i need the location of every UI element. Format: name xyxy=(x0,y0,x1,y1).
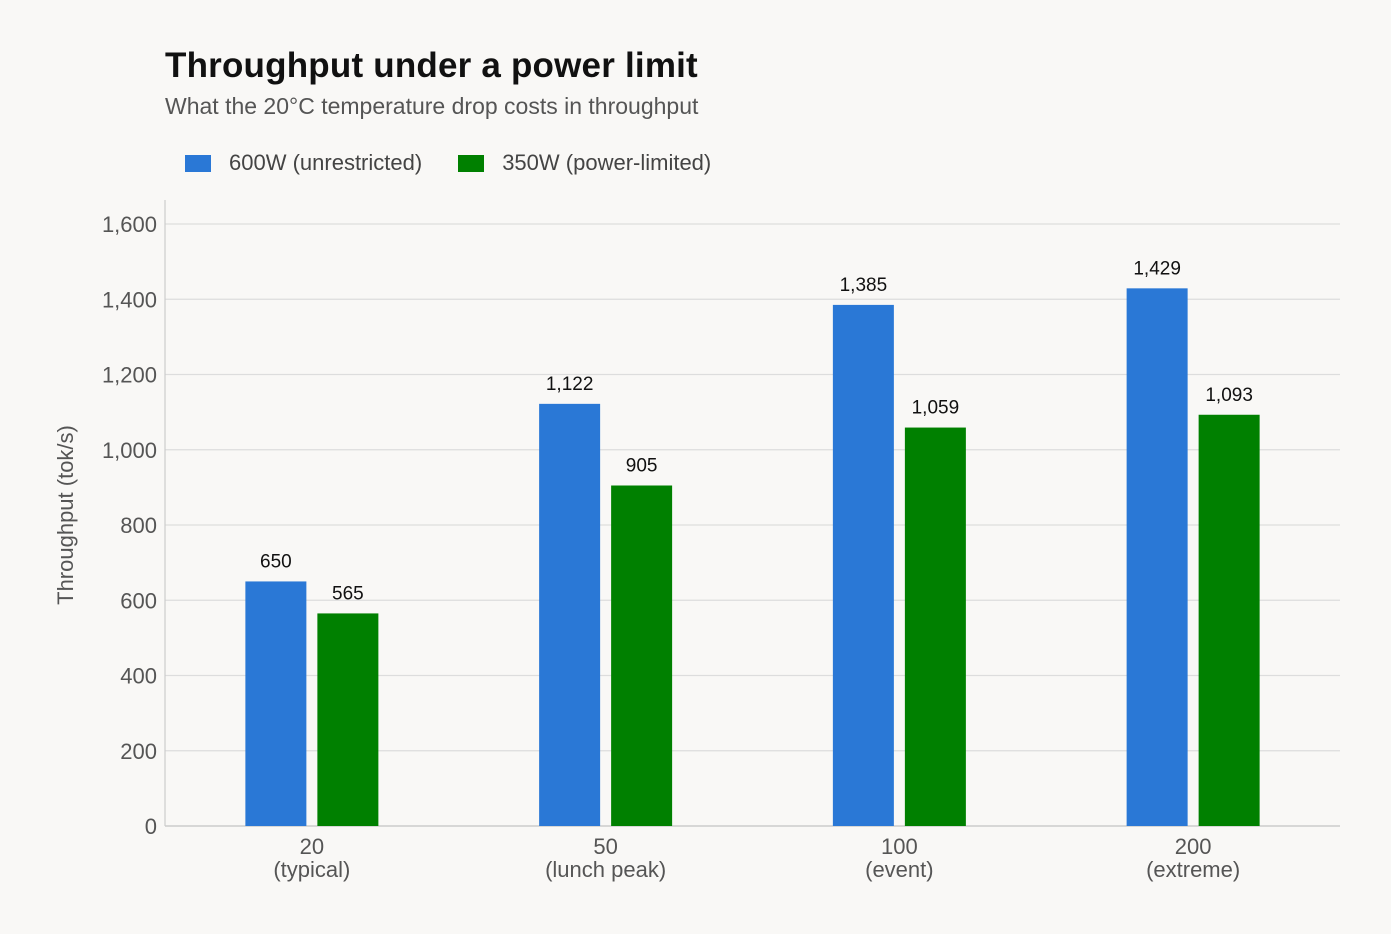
chart-legend: 600W (unrestricted) 350W (power-limited) xyxy=(185,150,711,176)
chart-title: Throughput under a power limit xyxy=(165,46,698,85)
bar-value-label: 650 xyxy=(260,551,292,572)
x-tick-label: (event) xyxy=(865,857,933,882)
x-tick-label: (lunch peak) xyxy=(545,857,666,882)
bar-350w xyxy=(1198,414,1260,826)
bar-value-label: 1,429 xyxy=(1133,258,1181,279)
legend-label-350w: 350W (power-limited) xyxy=(502,150,712,175)
x-tick-label: 100 xyxy=(881,834,918,859)
legend-item-350w: 350W (power-limited) xyxy=(458,150,711,176)
chart-subtitle: What the 20°C temperature drop costs in … xyxy=(165,93,699,119)
bar-value-label: 1,385 xyxy=(840,275,888,296)
y-tick-label: 400 xyxy=(120,664,157,689)
x-tick-label: (extreme) xyxy=(1146,857,1240,882)
y-tick-label: 1,400 xyxy=(102,287,157,312)
y-axis-label: Throughput (tok/s) xyxy=(53,425,78,605)
y-tick-label: 1,000 xyxy=(102,438,157,463)
bar-value-label: 905 xyxy=(626,455,658,476)
bar-600w xyxy=(1126,288,1188,826)
legend-swatch-600w xyxy=(185,154,211,172)
bar-350w xyxy=(611,485,673,826)
y-tick-label: 1,600 xyxy=(102,212,157,237)
x-tick-label: 200 xyxy=(1175,834,1212,859)
y-tick-label: 200 xyxy=(120,739,157,764)
y-tick-label: 1,200 xyxy=(102,363,157,388)
bar-value-label: 1,093 xyxy=(1205,385,1253,406)
bar-value-label: 1,059 xyxy=(912,398,960,419)
y-tick-label: 600 xyxy=(120,588,157,613)
legend-item-600w: 600W (unrestricted) xyxy=(185,150,422,176)
bar-350w xyxy=(317,613,379,826)
x-tick-label: (typical) xyxy=(273,857,350,882)
y-tick-label: 800 xyxy=(120,513,157,538)
y-tick-label: 0 xyxy=(145,814,157,839)
bar-350w xyxy=(904,427,966,826)
legend-label-600w: 600W (unrestricted) xyxy=(229,150,423,175)
x-tick-label: 20 xyxy=(300,834,324,859)
bar-600w xyxy=(245,581,307,826)
x-tick-label: 50 xyxy=(593,834,617,859)
bar-value-label: 565 xyxy=(332,583,364,604)
legend-swatch-350w xyxy=(458,154,485,172)
bar-600w xyxy=(539,403,601,826)
bar-600w xyxy=(832,304,894,826)
bar-value-label: 1,122 xyxy=(546,374,594,395)
